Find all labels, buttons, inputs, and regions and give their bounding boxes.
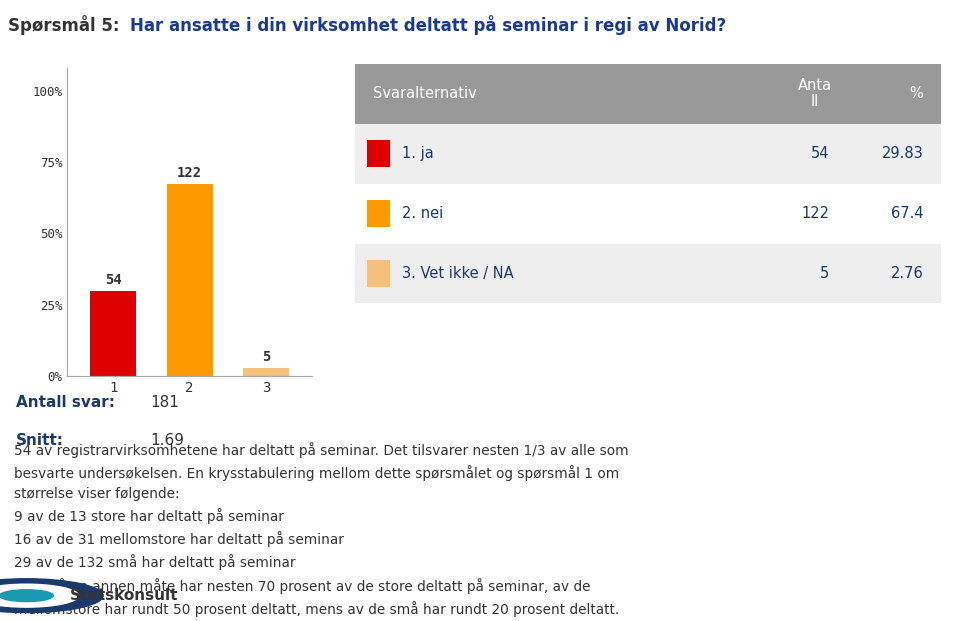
Text: 2.76: 2.76 [891,266,924,281]
Text: Statskonsult: Statskonsult [70,588,179,603]
Text: Spørsmål 5:: Spørsmål 5: [8,16,119,35]
Text: 1. ja: 1. ja [402,146,434,161]
Bar [243,368,289,376]
Bar [90,291,136,376]
Text: Svaralternativ: Svaralternativ [372,86,476,101]
Text: 54: 54 [811,146,829,161]
Text: 2. nei: 2. nei [402,206,444,221]
Bar [167,184,212,376]
Text: 3. Vet ikke / NA: 3. Vet ikke / NA [402,266,514,281]
Text: 5: 5 [820,266,829,281]
Text: Snitt:: Snitt: [16,433,64,448]
Bar [355,243,941,304]
Bar [355,124,941,184]
Text: 54 av registrarvirksomhetene har deltatt på seminar. Det tilsvarer nesten 1/3 av: 54 av registrarvirksomhetene har deltatt… [14,442,629,617]
Bar [367,200,391,227]
Bar [367,140,391,168]
Bar [355,64,941,124]
Circle shape [0,584,79,607]
Text: 122: 122 [802,206,829,221]
Text: 29.83: 29.83 [881,146,924,161]
Text: Antall svar:: Antall svar: [16,396,115,410]
Text: %: % [909,86,924,101]
Bar [367,260,391,288]
Bar [355,184,941,243]
Text: 67.4: 67.4 [891,206,924,221]
Circle shape [0,590,54,602]
Text: 122: 122 [177,166,203,181]
Text: 54: 54 [105,273,122,288]
Text: 1.69: 1.69 [151,433,184,448]
Text: 181: 181 [151,396,180,410]
Text: Anta
ll: Anta ll [798,78,832,109]
Text: Har ansatte i din virksomhet deltatt på seminar i regi av Norid?: Har ansatte i din virksomhet deltatt på … [130,16,726,35]
Circle shape [0,579,104,612]
Text: 5: 5 [262,350,271,365]
